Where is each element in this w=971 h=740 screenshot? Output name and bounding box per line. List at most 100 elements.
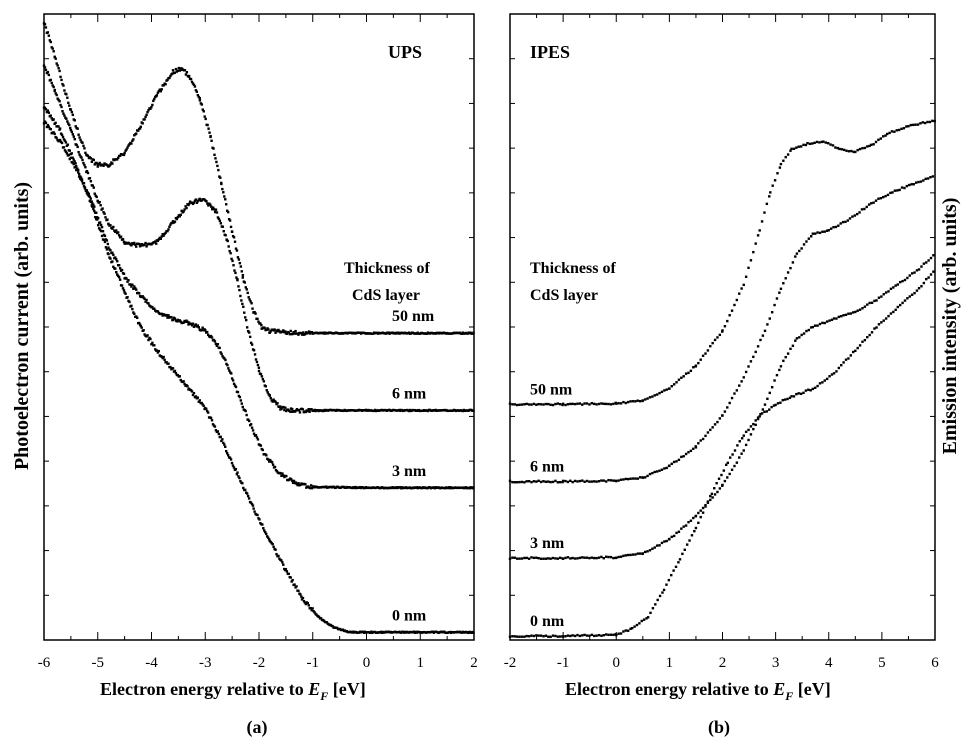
data-point — [280, 407, 283, 411]
data-point — [866, 303, 869, 306]
data-point — [604, 633, 608, 636]
data-point — [272, 398, 275, 401]
data-point — [844, 358, 848, 361]
data-point — [532, 402, 536, 406]
data-point — [201, 326, 204, 329]
data-point — [217, 168, 220, 172]
data-point — [905, 184, 909, 188]
data-point — [198, 197, 201, 201]
data-point — [244, 409, 247, 413]
data-point — [85, 169, 89, 173]
data-point — [653, 470, 656, 474]
data-point — [896, 283, 900, 286]
data-point — [549, 480, 552, 484]
data-point — [134, 243, 137, 246]
data-point — [782, 282, 785, 285]
data-point — [532, 556, 536, 560]
data-point — [709, 498, 712, 502]
data-point — [559, 402, 562, 406]
panel-a-annotation: UPS — [388, 42, 422, 62]
data-point — [43, 66, 47, 69]
data-point — [539, 634, 543, 637]
data-point — [929, 176, 932, 179]
data-point — [912, 183, 915, 186]
data-point — [169, 74, 172, 78]
data-point — [131, 283, 134, 286]
x-tick-label: -5 — [92, 655, 105, 671]
data-point — [854, 150, 857, 154]
x-tick-label: 1 — [417, 655, 425, 671]
data-point — [827, 142, 830, 145]
data-point — [535, 480, 538, 483]
data-point — [551, 403, 555, 407]
data-point — [146, 110, 149, 114]
data-point — [115, 271, 118, 274]
data-point — [677, 530, 681, 533]
data-point — [882, 135, 885, 138]
data-point — [908, 274, 911, 277]
data-point — [830, 373, 834, 376]
data-point — [197, 326, 200, 329]
data-point — [295, 585, 298, 588]
data-point — [802, 143, 805, 147]
data-point — [198, 399, 201, 402]
data-point — [229, 252, 232, 255]
data-point — [872, 201, 875, 204]
data-point — [718, 417, 722, 420]
data-point — [42, 64, 46, 67]
data-point — [293, 583, 296, 586]
data-point — [636, 552, 639, 555]
data-point — [842, 361, 845, 364]
data-point — [699, 509, 702, 512]
data-point — [627, 400, 630, 404]
data-point — [288, 332, 291, 336]
data-point — [129, 283, 132, 286]
data-point — [831, 144, 835, 147]
data-point — [520, 635, 524, 638]
data-point — [680, 376, 683, 379]
data-point — [84, 188, 88, 192]
data-point — [722, 469, 726, 472]
data-point — [168, 225, 171, 228]
data-point — [111, 251, 114, 254]
data-point — [62, 84, 65, 87]
data-point — [120, 284, 124, 287]
data-point — [227, 367, 230, 370]
data-point — [243, 281, 247, 284]
data-point — [289, 576, 292, 579]
data-point — [779, 365, 783, 368]
data-point — [651, 395, 654, 398]
data-point — [116, 158, 119, 161]
data-point — [590, 480, 594, 483]
data-point — [176, 69, 180, 72]
data-point — [212, 147, 215, 150]
data-point — [917, 268, 921, 271]
data-point — [709, 494, 712, 498]
data-point — [651, 547, 654, 550]
panel-b-legend-title-line2: CdS layer — [530, 287, 598, 304]
data-point — [711, 496, 714, 499]
data-point — [97, 163, 100, 166]
data-point — [861, 147, 864, 150]
data-point — [916, 123, 920, 126]
series-label: 50 nm — [392, 308, 435, 325]
data-point — [179, 213, 182, 216]
x-tick-label: 2 — [719, 655, 727, 671]
data-point — [779, 162, 783, 166]
data-point — [143, 333, 146, 336]
data-point — [824, 141, 828, 144]
data-point — [251, 307, 254, 310]
data-point — [118, 267, 122, 270]
data-point — [230, 461, 234, 465]
data-point — [756, 234, 760, 237]
data-point — [183, 208, 186, 211]
data-point — [89, 157, 93, 160]
data-point — [63, 149, 67, 152]
data-point — [794, 339, 797, 342]
data-point — [280, 474, 283, 478]
data-point — [798, 336, 801, 339]
data-point — [768, 195, 771, 198]
data-point — [747, 365, 750, 368]
data-point — [795, 146, 798, 149]
data-point — [590, 402, 594, 405]
